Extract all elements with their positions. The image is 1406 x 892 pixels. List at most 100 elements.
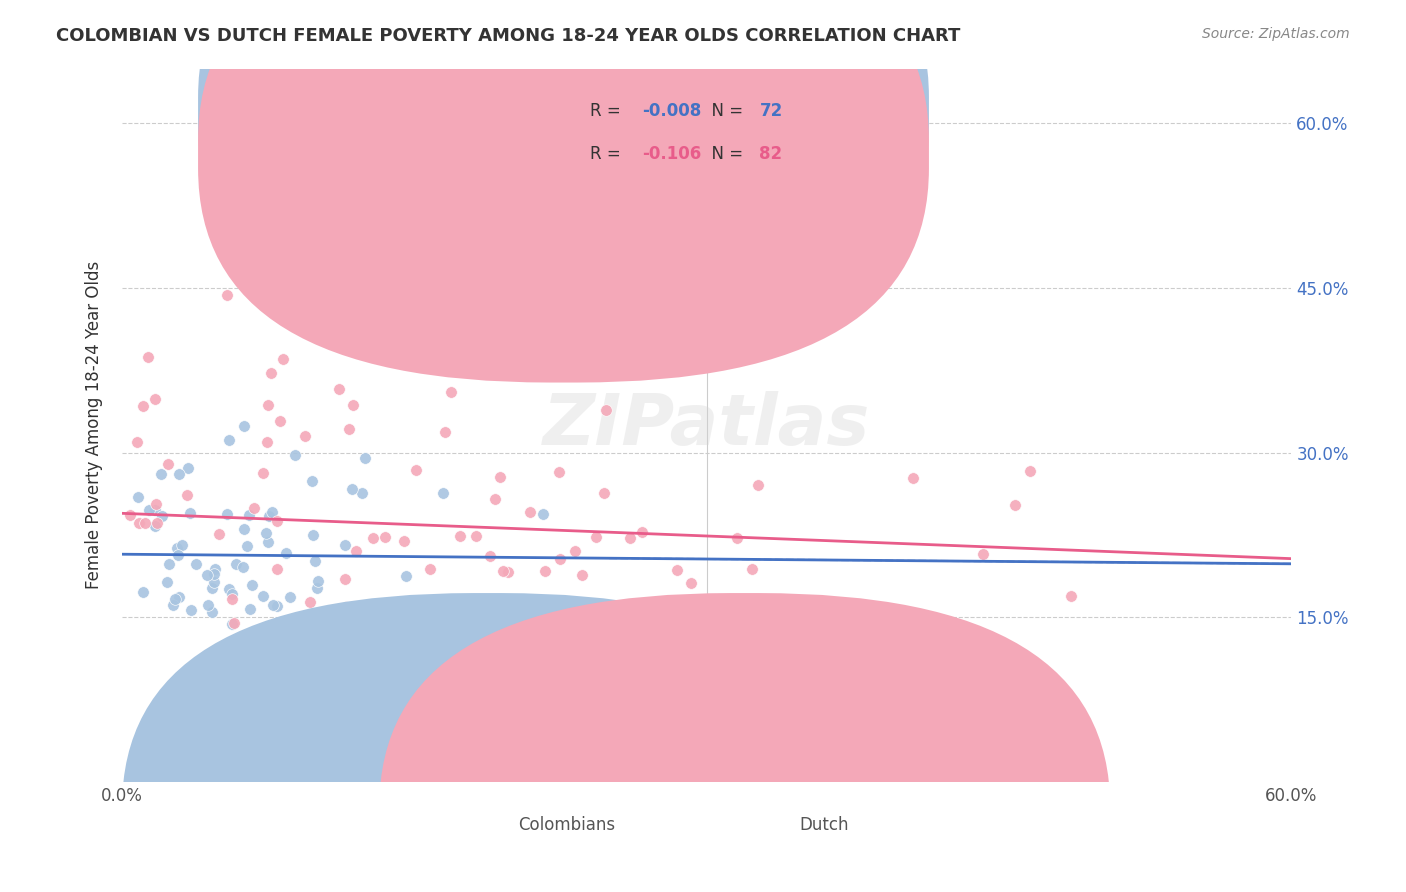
- Point: [131, 584, 153, 599]
- Point: [239, 601, 262, 615]
- Point: [156, 574, 179, 589]
- Point: [157, 557, 180, 571]
- Point: [170, 538, 193, 552]
- Text: R =: R =: [589, 103, 626, 120]
- Point: [269, 414, 291, 428]
- Point: [747, 478, 769, 492]
- Point: [679, 575, 702, 590]
- Point: [157, 457, 180, 471]
- Point: [395, 569, 418, 583]
- Point: [249, 626, 271, 640]
- Point: [440, 616, 463, 631]
- Point: [266, 562, 288, 576]
- Point: [186, 557, 208, 571]
- Point: [626, 668, 648, 682]
- Point: [519, 505, 541, 519]
- Point: [342, 659, 364, 673]
- Point: [233, 419, 256, 434]
- Point: [204, 575, 226, 590]
- Point: [595, 402, 617, 417]
- Point: [744, 618, 766, 632]
- Point: [240, 577, 263, 591]
- Point: [322, 725, 344, 739]
- Text: 82: 82: [759, 145, 783, 163]
- Point: [215, 288, 238, 302]
- Point: [215, 508, 238, 522]
- Point: [340, 482, 363, 496]
- Point: [167, 548, 190, 562]
- Point: [143, 518, 166, 533]
- Point: [256, 534, 278, 549]
- Point: [229, 638, 252, 652]
- Point: [179, 506, 201, 520]
- Point: [284, 449, 307, 463]
- Point: [235, 539, 257, 553]
- Point: [165, 592, 187, 607]
- Point: [333, 573, 356, 587]
- Point: [307, 574, 329, 588]
- Point: [204, 562, 226, 576]
- FancyBboxPatch shape: [198, 0, 929, 340]
- Point: [432, 485, 454, 500]
- Point: [176, 488, 198, 502]
- Point: [146, 516, 169, 530]
- Point: [225, 557, 247, 571]
- Point: [304, 554, 326, 568]
- Point: [162, 599, 184, 613]
- Point: [1059, 589, 1081, 603]
- Point: [1004, 498, 1026, 512]
- Point: [256, 435, 278, 450]
- Point: [195, 568, 218, 582]
- Point: [138, 502, 160, 516]
- Point: [207, 527, 229, 541]
- Point: [665, 563, 688, 577]
- Point: [308, 640, 330, 655]
- Point: [218, 582, 240, 597]
- Point: [136, 350, 159, 364]
- Point: [266, 599, 288, 613]
- Text: Dutch: Dutch: [799, 816, 848, 834]
- Point: [260, 669, 283, 683]
- Point: [180, 603, 202, 617]
- Text: N =: N =: [702, 103, 748, 120]
- Point: [166, 541, 188, 556]
- Point: [252, 589, 274, 603]
- Point: [274, 546, 297, 560]
- Point: [547, 465, 569, 479]
- Point: [120, 508, 142, 523]
- Point: [254, 526, 277, 541]
- Point: [350, 485, 373, 500]
- Point: [571, 568, 593, 582]
- Point: [260, 366, 283, 380]
- Point: [167, 467, 190, 482]
- Point: [176, 681, 198, 695]
- Point: [294, 429, 316, 443]
- Point: [257, 508, 280, 523]
- Point: [169, 590, 191, 604]
- Point: [488, 470, 510, 484]
- Point: [301, 474, 323, 488]
- Point: [342, 398, 364, 412]
- Text: -0.106: -0.106: [643, 145, 702, 163]
- Point: [143, 503, 166, 517]
- Point: [262, 599, 284, 613]
- Point: [252, 144, 274, 158]
- Point: [232, 522, 254, 536]
- Point: [127, 490, 149, 504]
- Point: [335, 599, 357, 614]
- Point: [232, 560, 254, 574]
- FancyBboxPatch shape: [122, 593, 853, 892]
- Point: [901, 471, 924, 485]
- Point: [249, 635, 271, 649]
- Point: [533, 565, 555, 579]
- Point: [302, 528, 325, 542]
- Point: [741, 562, 763, 576]
- Y-axis label: Female Poverty Among 18-24 Year Olds: Female Poverty Among 18-24 Year Olds: [86, 261, 103, 590]
- Text: Source: ZipAtlas.com: Source: ZipAtlas.com: [1202, 27, 1350, 41]
- Point: [337, 422, 360, 436]
- Point: [536, 368, 558, 382]
- Point: [238, 508, 260, 523]
- Point: [221, 587, 243, 601]
- Point: [222, 616, 245, 631]
- Point: [243, 500, 266, 515]
